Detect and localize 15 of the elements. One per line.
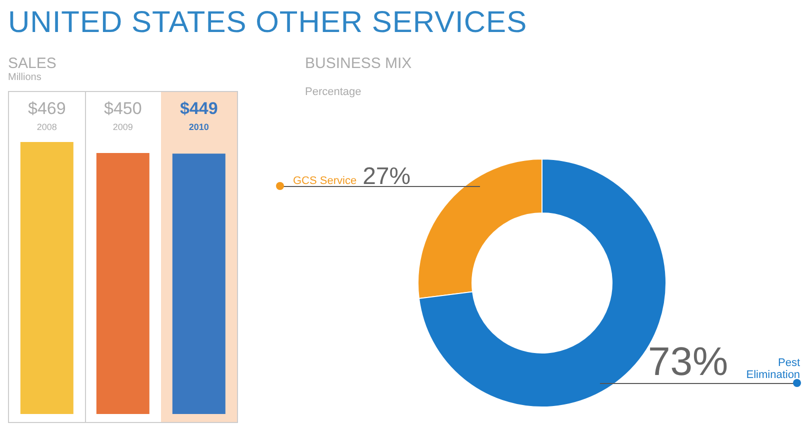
- x-tick-label: 2009: [112, 122, 133, 132]
- x-tick-label: 2008: [36, 122, 57, 132]
- slice-label: Pest Elimination: [745, 357, 800, 381]
- data-label: $450: [104, 99, 142, 118]
- legend-label: GCS Service: [293, 174, 357, 188]
- data-label: 73%: [648, 340, 728, 385]
- data-label: 27%: [362, 163, 411, 191]
- data-label: $449: [180, 99, 218, 118]
- chart-subtitle: SALES: [8, 55, 58, 72]
- data-label: $469: [28, 99, 66, 118]
- chart-subtitle: Percentage: [305, 86, 362, 98]
- chart-title: UNITED STATES OTHER SERVICES: [8, 6, 528, 40]
- x-tick-label: 2010: [188, 122, 209, 132]
- chart-title: BUSINESS MIX: [305, 55, 412, 72]
- y-axis-title: Millions: [8, 72, 42, 83]
